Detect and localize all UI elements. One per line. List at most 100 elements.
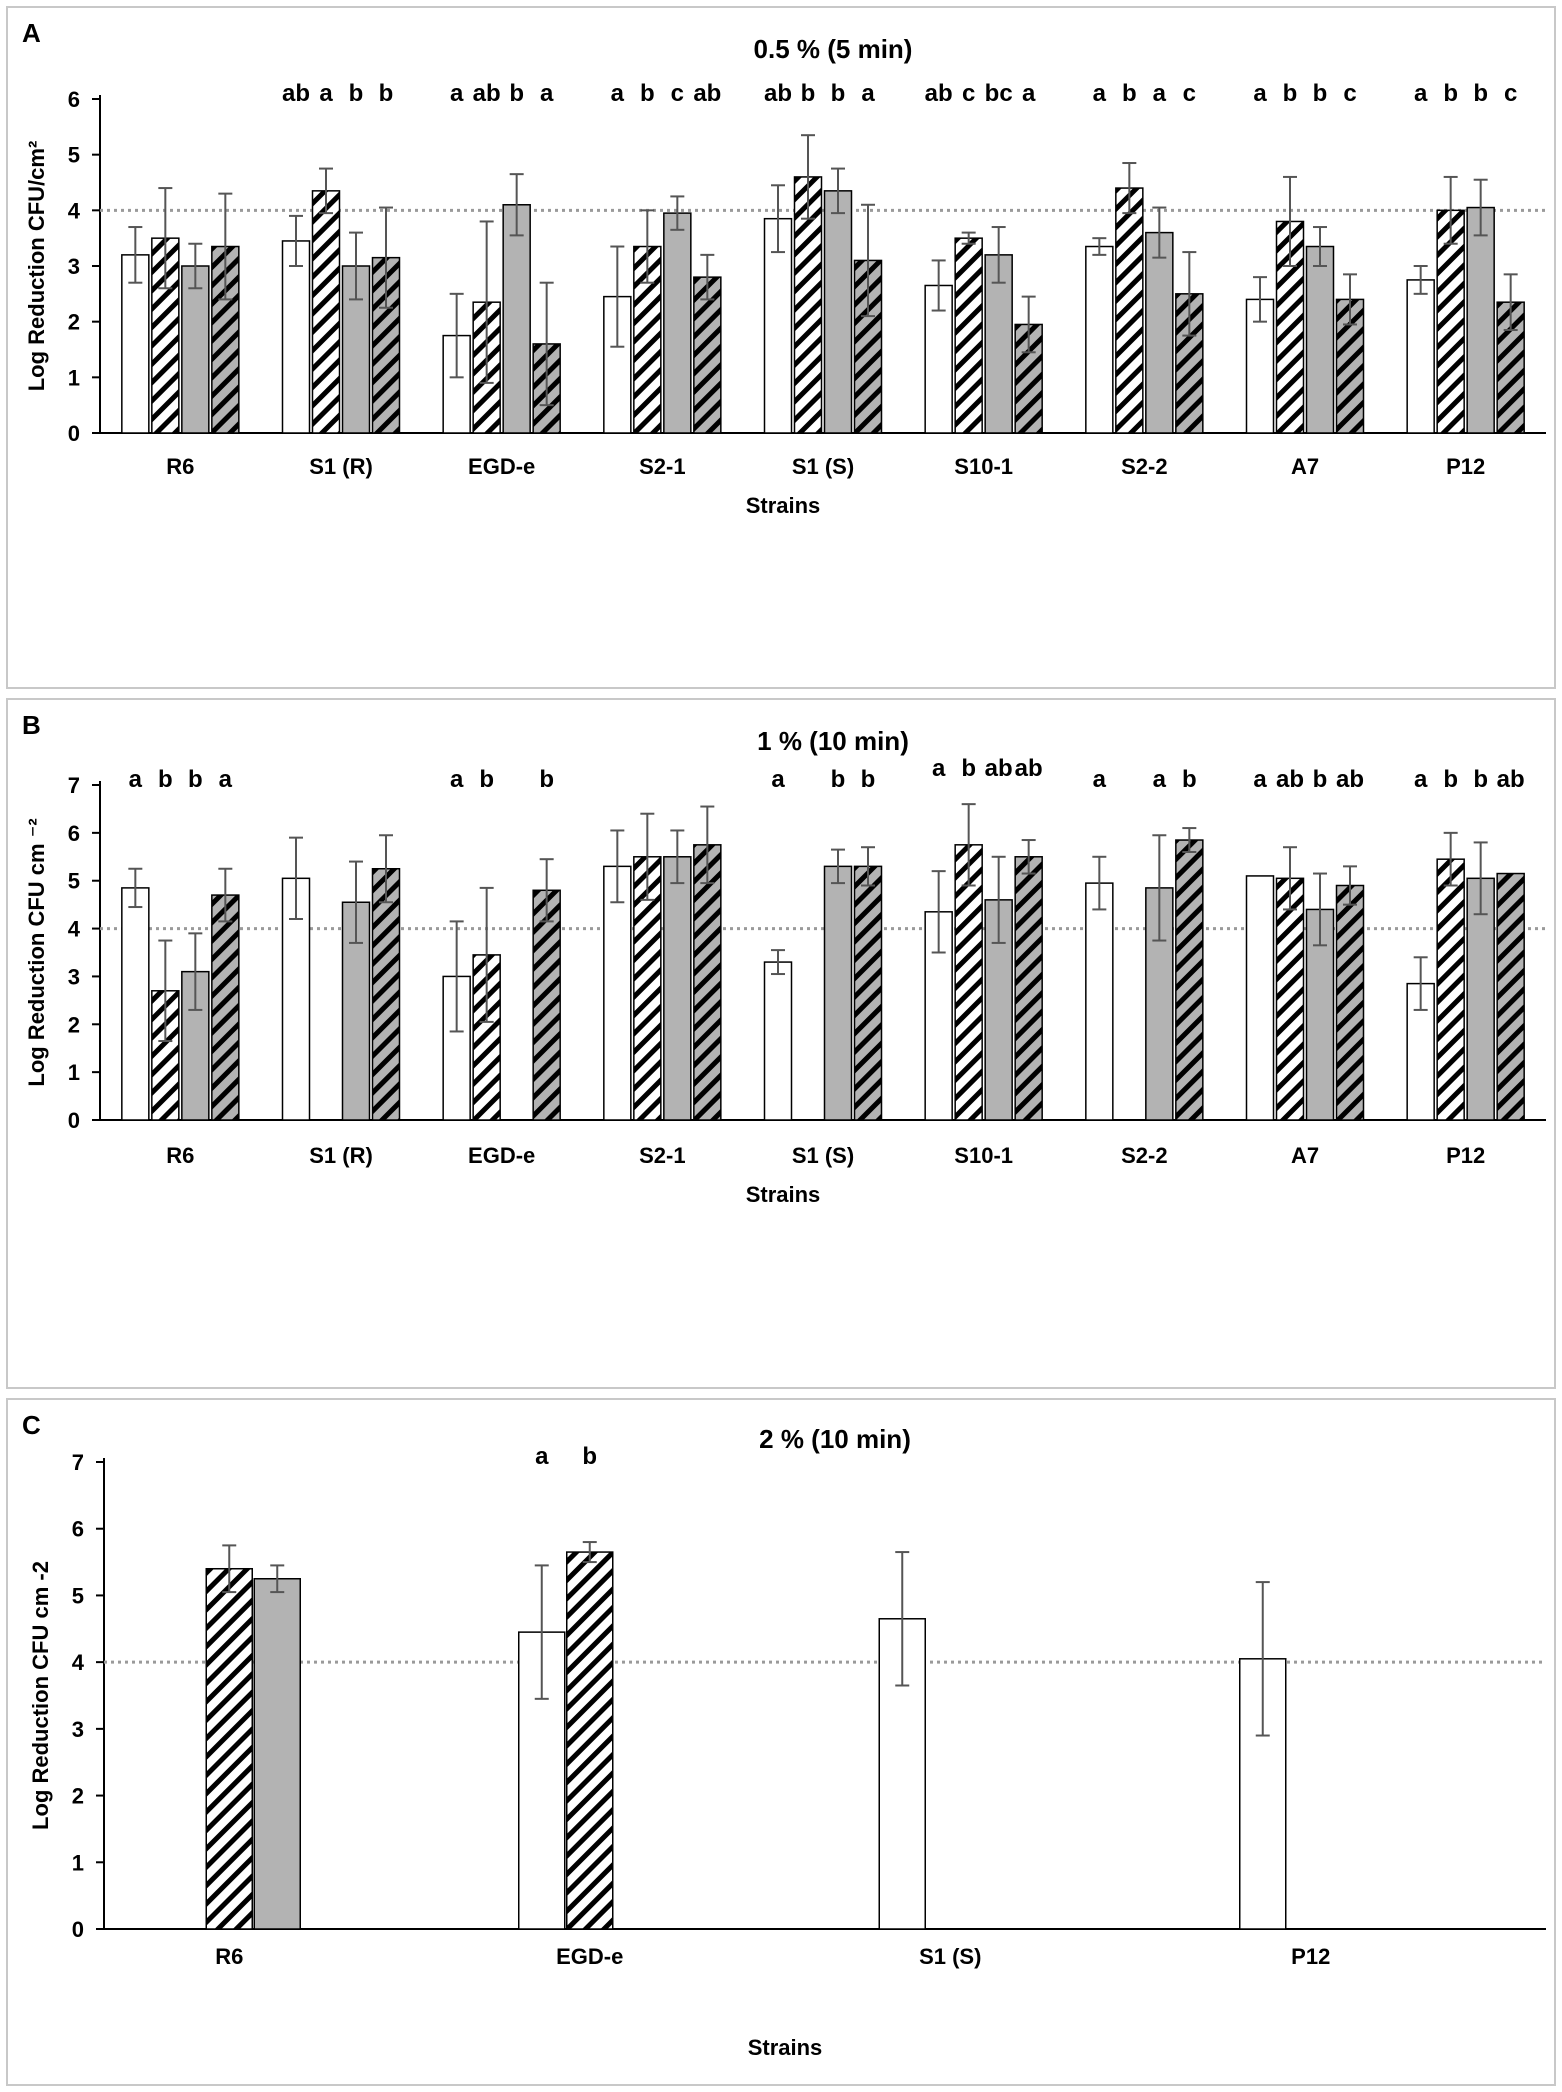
significance-label: ab [1276, 766, 1304, 793]
bar [1436, 858, 1465, 1121]
y-tick-label: 0 [72, 1917, 84, 1942]
significance-label: b [1313, 80, 1328, 107]
category-label: S10-1 [954, 1143, 1013, 1168]
y-axis-label: Log Reduction CFU/cm² [24, 141, 49, 392]
category-label: S2-2 [1121, 1143, 1167, 1168]
bar [693, 844, 722, 1121]
category-label: EGD-e [468, 454, 535, 479]
significance-label: ab [925, 80, 953, 107]
significance-label: b [582, 1443, 597, 1470]
significance-label: c [962, 80, 975, 107]
chart-b: B 1 % (10 min) 0 1 2 3 4 5 6 7 Log Reduction CFU … [22, 710, 1546, 1207]
y-tick-label: 1 [68, 365, 80, 390]
bar [853, 865, 883, 1121]
significance-label: bc [985, 80, 1013, 107]
bar [663, 856, 692, 1121]
y-tick-label: 6 [72, 1517, 84, 1542]
bar [281, 240, 311, 434]
significance-label: b [1283, 80, 1298, 107]
bar [1496, 872, 1525, 1121]
significance-label: a [932, 755, 946, 782]
category-label: S1 (R) [309, 454, 373, 479]
significance-label: b [1313, 766, 1328, 793]
category-label: S1 (S) [919, 1944, 981, 1969]
category-label: P12 [1446, 1143, 1485, 1168]
significance-label: a [1153, 766, 1167, 793]
significance-label: a [1414, 766, 1428, 793]
bar [1145, 231, 1174, 434]
category-label: P12 [1291, 1944, 1330, 1969]
category-label: S2-2 [1121, 454, 1167, 479]
bar [566, 1551, 614, 1930]
y-tick-label: 7 [72, 1450, 84, 1475]
x-axis-label: Strains [746, 1182, 821, 1207]
significance-label: c [1343, 80, 1356, 107]
bar [371, 868, 401, 1121]
x-axis-label: Strains [748, 2035, 823, 2060]
significance-label: a [450, 766, 464, 793]
bar [1335, 884, 1365, 1121]
significance-label: a [219, 766, 233, 793]
bar [181, 265, 210, 434]
significance-label: b [1182, 766, 1197, 793]
bar [1014, 856, 1043, 1121]
significance-label: b [188, 766, 203, 793]
bar [532, 889, 561, 1121]
significance-label: ab [764, 80, 792, 107]
category-label: S2-1 [639, 454, 685, 479]
significance-label: ab [282, 80, 310, 107]
bar [211, 894, 240, 1121]
category-label: A7 [1291, 1143, 1319, 1168]
category-label: S2-1 [639, 1143, 685, 1168]
bar [954, 237, 983, 434]
y-tick-label: 4 [72, 1650, 85, 1675]
significance-label: b [1443, 766, 1458, 793]
significance-label: c [671, 80, 684, 107]
chart-a: A 0.5 % (5 min) 0 1 2 3 4 5 6 Log Reduction CFU/… [22, 18, 1546, 518]
category-label: S1 (S) [792, 454, 854, 479]
bar [311, 190, 341, 434]
bar [693, 276, 722, 434]
chart-title: 0.5 % (5 min) [754, 34, 913, 64]
bar [1085, 245, 1114, 434]
bar [1085, 882, 1114, 1121]
y-tick-label: 3 [68, 964, 80, 989]
bar [1245, 875, 1275, 1121]
significance-label: b [1122, 80, 1137, 107]
panel-a: A 0.5 % (5 min) 0 1 2 3 4 5 6 Log Reduction CFU/… [6, 6, 1556, 689]
significance-label: ab [1497, 766, 1525, 793]
y-tick-label: 0 [68, 1108, 80, 1133]
y-tick-label: 0 [68, 421, 80, 446]
significance-label: a [319, 80, 333, 107]
category-label: R6 [166, 1143, 194, 1168]
significance-label: b [831, 766, 846, 793]
significance-label: b [158, 766, 173, 793]
bar [823, 190, 853, 434]
significance-label: b [479, 766, 494, 793]
y-tick-label: 4 [68, 198, 81, 223]
y-tick-label: 1 [68, 1060, 80, 1085]
significance-label: ab [693, 80, 721, 107]
panel-c: C 2 % (10 min) 0 1 2 3 4 5 6 7 Log Reduction CFU … [6, 1398, 1556, 2086]
bar [253, 1578, 301, 1930]
y-tick-label: 3 [72, 1717, 84, 1742]
significance-label: a [1093, 766, 1107, 793]
category-label: R6 [215, 1944, 243, 1969]
significance-label: b [961, 755, 976, 782]
y-tick-label: 2 [68, 1012, 80, 1037]
significance-label: a [771, 766, 785, 793]
significance-label: ab [1015, 755, 1043, 782]
significance-label: c [1183, 80, 1196, 107]
significance-label: ab [1336, 766, 1364, 793]
significance-label: a [540, 80, 554, 107]
panel-label-b: B [22, 710, 41, 740]
significance-label: ab [473, 80, 501, 107]
category-label: S1 (R) [309, 1143, 373, 1168]
significance-label: b [539, 766, 554, 793]
bar [954, 844, 983, 1121]
bar [823, 865, 853, 1121]
bar [205, 1567, 253, 1930]
significance-label: ab [985, 755, 1013, 782]
category-label: EGD-e [468, 1143, 535, 1168]
category-label: S1 (S) [792, 1143, 854, 1168]
